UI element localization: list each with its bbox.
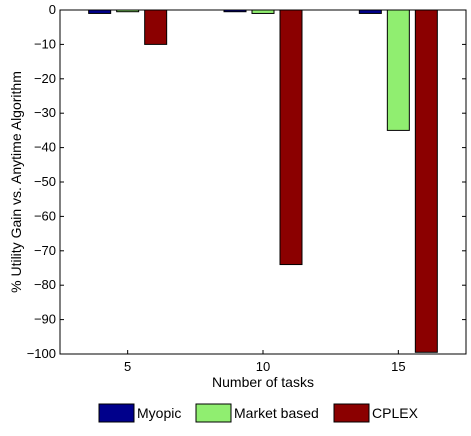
bar-market-based-10 — [251, 9, 275, 14]
x-axis-label: Number of tasks — [212, 374, 314, 390]
y-tick-label: −30 — [34, 105, 56, 120]
legend-swatch-market-based — [195, 403, 232, 423]
y-axis: 0 −10 −20 −30 −40 −50 −60 −70 −80 −90 −100 — [27, 2, 466, 361]
y-tick-label: −40 — [34, 140, 56, 155]
y-tick-label: −50 — [34, 174, 56, 189]
x-tick-label: 15 — [391, 359, 405, 374]
bar-cplex-10 — [279, 9, 303, 266]
x-tick-label: 5 — [124, 359, 131, 374]
x-tick-label: 10 — [256, 359, 270, 374]
y-tick-label: −20 — [34, 71, 56, 86]
bar-myopic-5 — [88, 9, 112, 14]
legend: Myopic Market based CPLEX — [98, 403, 419, 423]
legend-swatch-cplex — [333, 403, 370, 423]
y-tick-label: −80 — [34, 277, 56, 292]
y-axis-label: % Utility Gain vs. Anytime Algorithm — [8, 71, 24, 293]
legend-label-market-based: Market based — [234, 405, 319, 421]
x-axis: 5 10 15 — [124, 350, 406, 374]
bar-myopic-15 — [358, 9, 382, 14]
bar-cplex-15 — [414, 9, 438, 353]
y-tick-label: −60 — [34, 208, 56, 223]
y-tick-label: −70 — [34, 243, 56, 258]
y-tick-label: −90 — [34, 312, 56, 327]
bar-market-based-15 — [386, 9, 410, 131]
legend-label-cplex: CPLEX — [372, 405, 419, 421]
y-tick-label: 0 — [49, 2, 56, 17]
y-tick-label: −10 — [34, 36, 56, 51]
bars-group — [88, 9, 438, 353]
y-tick-label: −100 — [27, 346, 56, 361]
bar-cplex-5 — [144, 9, 168, 45]
legend-swatch-myopic — [98, 403, 135, 423]
legend-label-myopic: Myopic — [137, 405, 181, 421]
